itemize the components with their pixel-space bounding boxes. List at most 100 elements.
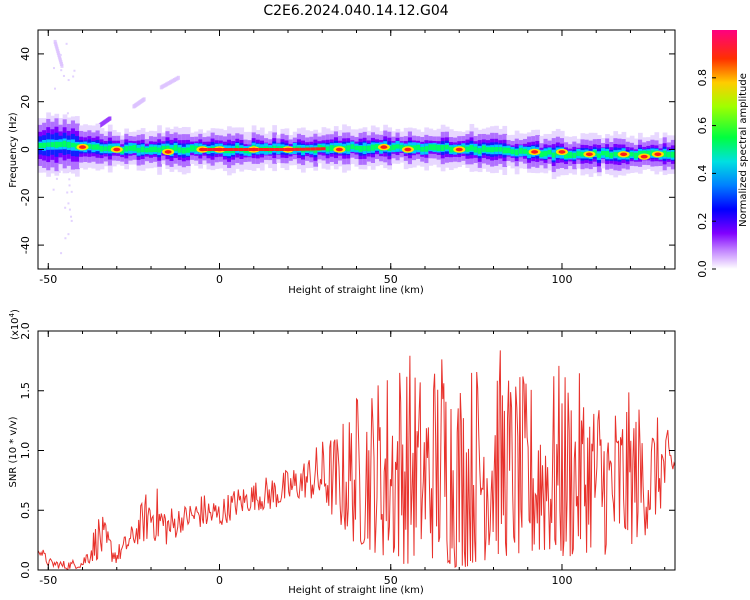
spectrogram-noise-cell [60,69,63,72]
spectrogram-noise-cell [68,184,71,187]
snr-series-line [38,350,675,570]
spectrogram-band-cell-5 [411,145,417,151]
spectrogram-band-cell-5 [432,144,438,151]
spectrogram-noise-cell [70,190,73,193]
spectrogram-band-cell-5 [148,146,154,153]
spectrogram-noise-cell [53,67,56,70]
spectrogram-band-cell-5 [420,146,425,152]
spectrogram-peak [380,145,388,149]
spectrogram-y-tick-label-4: 40 [19,47,32,61]
spectrogram-peak [558,150,566,154]
spectrogram-band-cell-5 [543,150,549,157]
spectrogram-band-cell-5 [498,147,503,152]
spectrogram-red-run [299,147,305,151]
spectrogram-noise-cell [67,233,70,236]
spectrogram-band-cell-5 [424,146,430,152]
spectrogram-noise-cell [62,74,65,77]
snr-y-tick-label-2: 1.0 [19,442,32,460]
spectrogram-band-cell-5 [522,148,528,154]
spectrogram-band-cell-5 [95,144,101,150]
spectrogram-band-cell-5 [329,145,335,152]
spectrogram-band-cell-5 [132,145,138,152]
spectrogram-band-cell-5 [91,144,97,150]
spectrogram-y-tick-label-2: 0 [19,146,32,153]
spectrogram-band-cell-5 [62,140,68,147]
spectrogram-band-cell-5 [592,150,598,156]
spectrogram-band-cell-5 [358,146,364,152]
spectrogram-noise-cell [52,188,55,191]
spectrogram-band-cell-5 [605,151,610,158]
spectrogram-noise-cell [70,215,73,218]
spectrogram-image [38,39,675,255]
spectrogram-band-cell-5 [350,144,356,150]
spectrogram-band-cell-5 [547,149,553,155]
snr-multiplier-base: (x10 [10,317,21,340]
spectrogram-panel: -50 0 50 100 -40 -20 0 20 40 Height of straight … [8,29,676,296]
spectrogram-noise-cell [72,75,75,78]
spectrogram-band-cell-5 [494,147,499,152]
spectrogram-band-cell-5 [194,145,199,152]
spectrogram-red-run [279,148,285,151]
spectrogram-band-cell-5 [38,143,43,148]
snr-x-tick-label-3: 100 [551,574,572,587]
spectrogram-band-cell-5 [395,144,401,149]
spectrogram-band-cell-5 [564,153,569,159]
spectrogram-band-cell-5 [120,147,125,154]
spectrogram-noise-cell [65,42,68,45]
spectrogram-peak [164,150,172,154]
spectrogram-noise-cell [70,219,73,222]
spectrogram-band-cell-5 [374,144,380,150]
spectrogram-streak-cell [108,116,112,121]
spectrogram-noise-cell [64,206,67,209]
spectrogram-streak-cell [60,63,64,68]
spectrogram-y-tick-label-0: -40 [19,236,32,254]
spectrogram-x-tick-label-2: 50 [384,273,398,286]
spectrogram-x-tick-label-0: -50 [39,273,57,286]
spectrogram-band-cell-5 [633,152,639,159]
spectrogram-noise-cell [58,170,61,173]
spectrogram-band-cell-5 [124,146,130,152]
spectrogram-streak-cell [176,75,180,80]
colorbar-gradient [712,30,737,269]
spectrogram-peak [79,145,87,149]
spectrogram-noise-cell [68,178,71,181]
spectrogram-band-cell-5 [366,145,372,152]
spectrogram-red-run [258,148,264,151]
spectrogram-noise-cell [66,112,69,115]
spectrogram-band-cell-5 [181,147,187,154]
spectrogram-red-run [274,148,280,151]
spectrogram-noise-cell [55,177,58,180]
snr-x-tick-label-1: 0 [216,574,223,587]
spectrogram-band-cell-5 [136,147,142,153]
spectrogram-red-run [222,148,228,151]
spectrogram-band-cell-5 [473,146,479,153]
snr-x-tick-label-2: 50 [384,574,398,587]
spectrogram-peak [654,152,662,157]
spectrogram-peak [585,152,593,157]
spectrogram-band-cell-5 [469,145,475,151]
spectrogram-red-run [269,148,275,151]
spectrogram-red-run [238,148,244,151]
snr-panel: -50 0 50 100 0.0 0.5 1.0 1.5 2.0 Height of strai… [8,309,676,596]
spectrogram-band-cell-5 [481,145,487,152]
spectrogram-band-cell-5 [596,153,602,158]
spectrogram-band-cell-5 [346,145,351,152]
spectrogram-band-cell-5 [576,151,582,157]
spectrogram-band-cell-5 [436,145,442,152]
spectrogram-band-cell-5 [103,146,109,151]
spectrogram-band-cell-5 [99,145,105,152]
spectrogram-band-cell-5 [646,150,651,156]
spectrogram-band-cell-5 [173,145,179,152]
spectrogram-band-cell-5 [440,145,446,152]
snr-multiplier-exponent: 4 [8,312,16,317]
spectrogram-band-cell-5 [670,151,675,158]
spectrogram-band-cell-5 [444,144,450,150]
spectrogram-noise-cell [59,53,62,56]
spectrogram-y-tick-label-3: 20 [19,95,32,109]
spectrogram-red-run [264,148,270,151]
spectrogram-band-cell-5 [66,141,72,148]
spectrogram-band-cell-5 [502,147,508,154]
snr-multiplier-close: ) [10,309,21,313]
spectrogram-band-cell-5 [391,144,397,151]
spectrogram-band-cell-5 [539,151,545,158]
